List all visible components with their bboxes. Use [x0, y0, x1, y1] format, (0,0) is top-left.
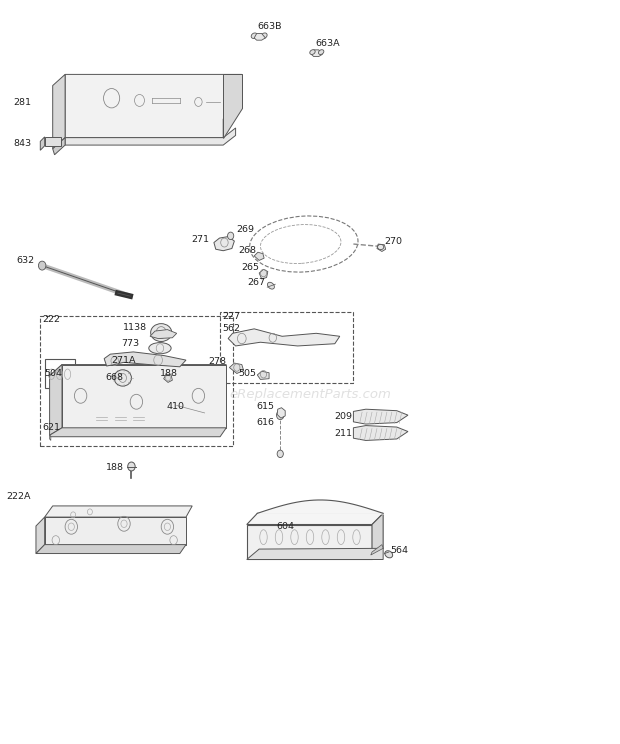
- Polygon shape: [50, 428, 226, 437]
- Text: 621: 621: [42, 423, 60, 432]
- Polygon shape: [372, 513, 383, 559]
- Text: 564: 564: [391, 546, 409, 555]
- Bar: [40, 316, 232, 446]
- Text: 271: 271: [192, 235, 210, 244]
- Text: 604: 604: [276, 522, 294, 531]
- Ellipse shape: [151, 324, 172, 341]
- Text: 209: 209: [334, 412, 352, 421]
- Polygon shape: [223, 74, 242, 138]
- Ellipse shape: [319, 50, 324, 54]
- Polygon shape: [353, 409, 408, 424]
- Polygon shape: [311, 50, 322, 57]
- Polygon shape: [62, 365, 226, 428]
- Text: 269: 269: [236, 225, 254, 234]
- Polygon shape: [371, 545, 383, 555]
- Bar: [45, 359, 75, 388]
- Text: 504: 504: [45, 369, 63, 378]
- Polygon shape: [254, 252, 264, 260]
- Ellipse shape: [385, 551, 392, 558]
- Text: 227: 227: [222, 312, 240, 321]
- Polygon shape: [45, 137, 61, 146]
- Polygon shape: [214, 237, 234, 251]
- Text: 562: 562: [222, 324, 240, 333]
- Text: 270: 270: [384, 237, 402, 246]
- Ellipse shape: [149, 342, 171, 353]
- Ellipse shape: [378, 244, 384, 249]
- Text: 773: 773: [122, 339, 140, 348]
- Text: 188: 188: [106, 463, 124, 472]
- Text: 188: 188: [160, 369, 178, 378]
- Text: 632: 632: [16, 256, 34, 265]
- Circle shape: [38, 261, 46, 270]
- Text: 222: 222: [42, 315, 60, 324]
- Polygon shape: [53, 138, 65, 155]
- Text: 278: 278: [208, 357, 226, 366]
- Polygon shape: [150, 330, 177, 339]
- Polygon shape: [353, 426, 408, 440]
- Text: 271A: 271A: [112, 356, 136, 365]
- Text: 268: 268: [239, 246, 257, 255]
- Polygon shape: [65, 74, 242, 138]
- Ellipse shape: [114, 370, 131, 386]
- Text: 410: 410: [166, 403, 184, 411]
- Text: 663B: 663B: [257, 22, 282, 31]
- Polygon shape: [228, 329, 340, 346]
- Polygon shape: [247, 525, 372, 559]
- Polygon shape: [40, 137, 45, 150]
- Circle shape: [277, 450, 283, 458]
- Polygon shape: [45, 506, 192, 517]
- Polygon shape: [254, 33, 265, 40]
- Text: 616: 616: [256, 418, 274, 427]
- Text: 222A: 222A: [6, 493, 31, 501]
- Circle shape: [128, 462, 135, 471]
- Ellipse shape: [310, 50, 315, 54]
- Polygon shape: [36, 545, 186, 554]
- Text: 211: 211: [334, 429, 352, 437]
- Text: 281: 281: [13, 98, 31, 107]
- Circle shape: [228, 232, 234, 240]
- Polygon shape: [164, 374, 172, 382]
- Ellipse shape: [261, 33, 267, 39]
- Text: 668: 668: [105, 373, 123, 382]
- Polygon shape: [45, 517, 186, 545]
- Circle shape: [277, 411, 284, 420]
- Polygon shape: [53, 74, 65, 149]
- Polygon shape: [229, 363, 244, 373]
- Polygon shape: [377, 244, 386, 251]
- Text: 615: 615: [256, 402, 274, 411]
- Polygon shape: [65, 128, 236, 145]
- Text: 505: 505: [238, 369, 256, 378]
- Polygon shape: [257, 371, 269, 379]
- Text: 1138: 1138: [123, 323, 147, 332]
- Polygon shape: [104, 352, 186, 367]
- Polygon shape: [247, 513, 383, 525]
- Ellipse shape: [267, 282, 275, 289]
- Polygon shape: [277, 408, 285, 418]
- Ellipse shape: [251, 33, 257, 39]
- Text: 843: 843: [13, 139, 31, 148]
- Text: 267: 267: [247, 278, 265, 287]
- Polygon shape: [36, 517, 45, 554]
- Text: 265: 265: [241, 263, 259, 272]
- Polygon shape: [259, 269, 268, 279]
- Polygon shape: [50, 365, 226, 376]
- Polygon shape: [247, 548, 383, 559]
- Polygon shape: [50, 435, 51, 440]
- Text: 663A: 663A: [315, 39, 340, 48]
- Bar: [220, 312, 353, 383]
- Text: eReplacementParts.com: eReplacementParts.com: [229, 388, 391, 401]
- Polygon shape: [50, 365, 62, 435]
